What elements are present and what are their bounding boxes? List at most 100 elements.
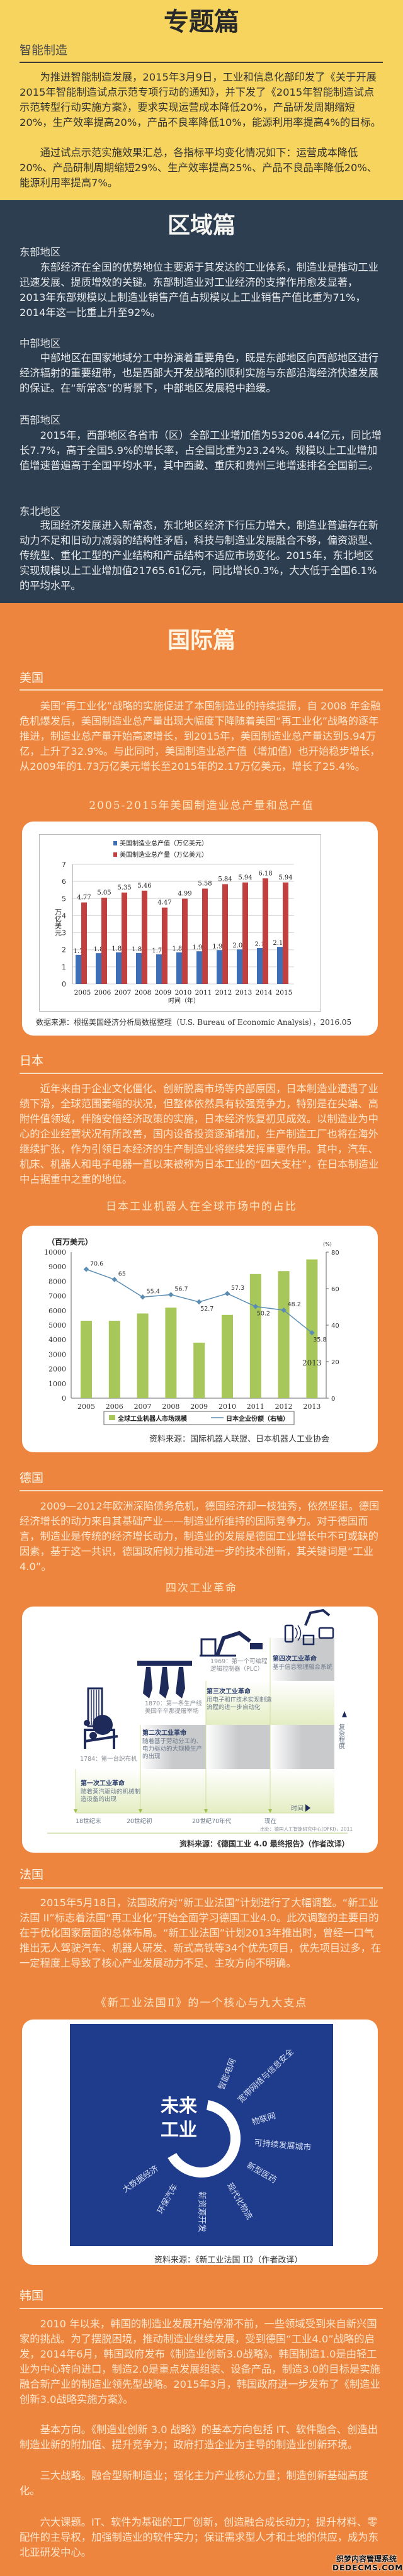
y-tick-label: 0 [62, 980, 66, 988]
timeline-marker [268, 1809, 272, 1813]
usa-paragraph: 美国“再工业化”战略的实施促进了本国制造业的持续提振，自 2008 年金融危机爆… [20, 700, 381, 772]
data-label: 5.46 [137, 883, 151, 890]
left-tick-label: 0 [62, 1394, 66, 1403]
region-section [0, 200, 403, 603]
market-size-bar [193, 1342, 205, 1398]
revolution-diagram-title: 四次工业革命 [166, 1582, 237, 1595]
stage-milestone: 1784：第一台织布机 [80, 1755, 137, 1763]
bar-value [196, 951, 202, 984]
bar-value [136, 952, 142, 984]
wifi-signal [295, 1625, 302, 1641]
stair-band [270, 1725, 334, 1769]
time-arrow [305, 1804, 310, 1812]
connected-devices-icon [284, 1608, 334, 1646]
market-size-bar [108, 1321, 120, 1398]
hanging-carcass [176, 1667, 185, 1698]
core-label: 工业 [161, 2119, 197, 2140]
y-tick-label: 3 [62, 929, 66, 937]
data-label: 5.58 [198, 881, 212, 888]
legend-swatch [113, 852, 117, 857]
japan-combo-chart: 0 1000 2000 3000 4000 5000 6000 7000 8000 9000 100… [44, 1237, 339, 1444]
region-paragraph-west: 2015年，西部地区各省市（区）全部工业增加值为53206.44亿元，同比增长7… [20, 429, 382, 472]
x-tick-label: 2010 [175, 989, 192, 997]
korea-basic-direction: 基本方向。《制造业创新 3.0 战略》的基本方向包括 IT、软件融合、创造出制造… [20, 2424, 378, 2451]
right-tick-label: 0 [331, 1396, 335, 1403]
france-heading: 法国 [20, 1868, 44, 1882]
timeline-marker [74, 1809, 77, 1813]
france-diagram-source: 资料来源：《新工业法国 II》（作者改译） [154, 2256, 303, 2265]
x-tick-label: 2007 [115, 989, 132, 997]
topic-title: 专题篇 [164, 7, 239, 37]
time-label: 18世纪末 [76, 1817, 101, 1825]
share-label: 50.2 [257, 1310, 270, 1317]
legend-box [103, 1411, 295, 1425]
data-label: 4.47 [157, 900, 171, 907]
stage-description: 用电子和IT技术实现制造 [207, 1696, 272, 1703]
japan-heading: 日本 [20, 1054, 44, 1068]
france-paragraph: 2015年5月18日，法国政府对“新工业法国”计划进行了大幅调整。“新工业法国 … [20, 1897, 382, 1969]
stage-label: 第四次工业革命 [273, 1654, 317, 1663]
stair-band [140, 1725, 206, 1769]
x-tick-label: 2009 [190, 1403, 208, 1411]
left-tick-label: 9000 [48, 1263, 66, 1271]
chart-source: 资料来源：国际机器人联盟、日本机器人工业协会 [149, 1435, 329, 1444]
stage-milestone: 逻辑控制器（PLC） [210, 1665, 263, 1673]
right-tick-label: 80 [331, 1250, 339, 1257]
legend-swatch [113, 841, 117, 845]
bar-output [101, 897, 107, 984]
x-tick-label: 2005 [74, 989, 91, 997]
x-tick-label: 2013 [303, 1403, 321, 1411]
x-tick-label: 2014 [256, 989, 273, 997]
x-axis-label: 时间 [291, 1804, 304, 1812]
core-ring [167, 2099, 241, 2178]
stage-description: 电力驱动的大规模生产 [142, 1745, 202, 1753]
x-tick-label: 2006 [94, 989, 111, 997]
data-label: 1.8 [94, 946, 104, 953]
timeline-marker [139, 1809, 142, 1813]
market-size-bar [278, 1271, 290, 1398]
stage-milestone: 1870：第一条生产线 [145, 1700, 202, 1707]
bar-value [76, 954, 81, 984]
stage-description: 随着蒸汽驱动的机械制 [81, 1788, 140, 1795]
pillar-label: 可持续发展城市 [254, 2138, 312, 2153]
robot-arm-small [304, 1608, 331, 1626]
stage-description: 随着基于劳动分工的、 [142, 1737, 202, 1745]
stage-description: 基于信息物理融合系统 [273, 1663, 333, 1671]
share-point [168, 1292, 174, 1297]
x-tick-label: 2005 [77, 1403, 95, 1411]
market-size-bar [306, 1259, 318, 1398]
loom-roller [84, 1720, 90, 1726]
bar-output [283, 882, 288, 984]
bar-value [277, 947, 283, 984]
loom-gear [89, 1732, 97, 1739]
bar-output [263, 878, 268, 984]
x-tick-label: 2010 [219, 1403, 236, 1411]
conveyor-rail [137, 1661, 192, 1666]
share-label: 48.2 [288, 1301, 301, 1308]
chart-annotation: 2013 [302, 1359, 322, 1367]
bar-output [142, 890, 147, 984]
y-axis-label: 万亿美元 [54, 908, 62, 936]
bar-output [162, 907, 167, 984]
share-point [140, 1294, 145, 1300]
legend-swatch-bar [109, 1415, 115, 1420]
origin-note: 出处：德国人工智能研究中心(DFKI)，2011 [260, 1826, 353, 1832]
data-label: 1.81 [132, 946, 145, 953]
bar-output [242, 882, 248, 984]
japan-chart-title: 日本工业机器人在全球市场中的占比 [106, 1200, 297, 1213]
data-label: 4.99 [178, 891, 191, 898]
bar-value [116, 952, 122, 984]
left-tick-label: 4000 [48, 1336, 66, 1344]
core-label: 未来 [161, 2095, 197, 2116]
data-label: 2.17 [273, 940, 287, 947]
stage-description: 的出现 [142, 1753, 161, 1760]
x-tick-label: 2011 [247, 1403, 264, 1411]
share-label: 52.7 [200, 1306, 213, 1313]
stair-band [206, 1725, 270, 1769]
legend-label: 美国制造业总产值（万亿美元） [120, 839, 208, 847]
korea-heading: 韩国 [20, 2289, 44, 2303]
region-paragraph-central: 中部地区在国家地域分工中扮演着重要角色，既是东部地区向西部地区进行经济辐射的重要… [20, 352, 378, 394]
data-label: 5.94 [278, 874, 292, 881]
data-label: 4.77 [77, 895, 91, 901]
bar-output [182, 898, 188, 984]
